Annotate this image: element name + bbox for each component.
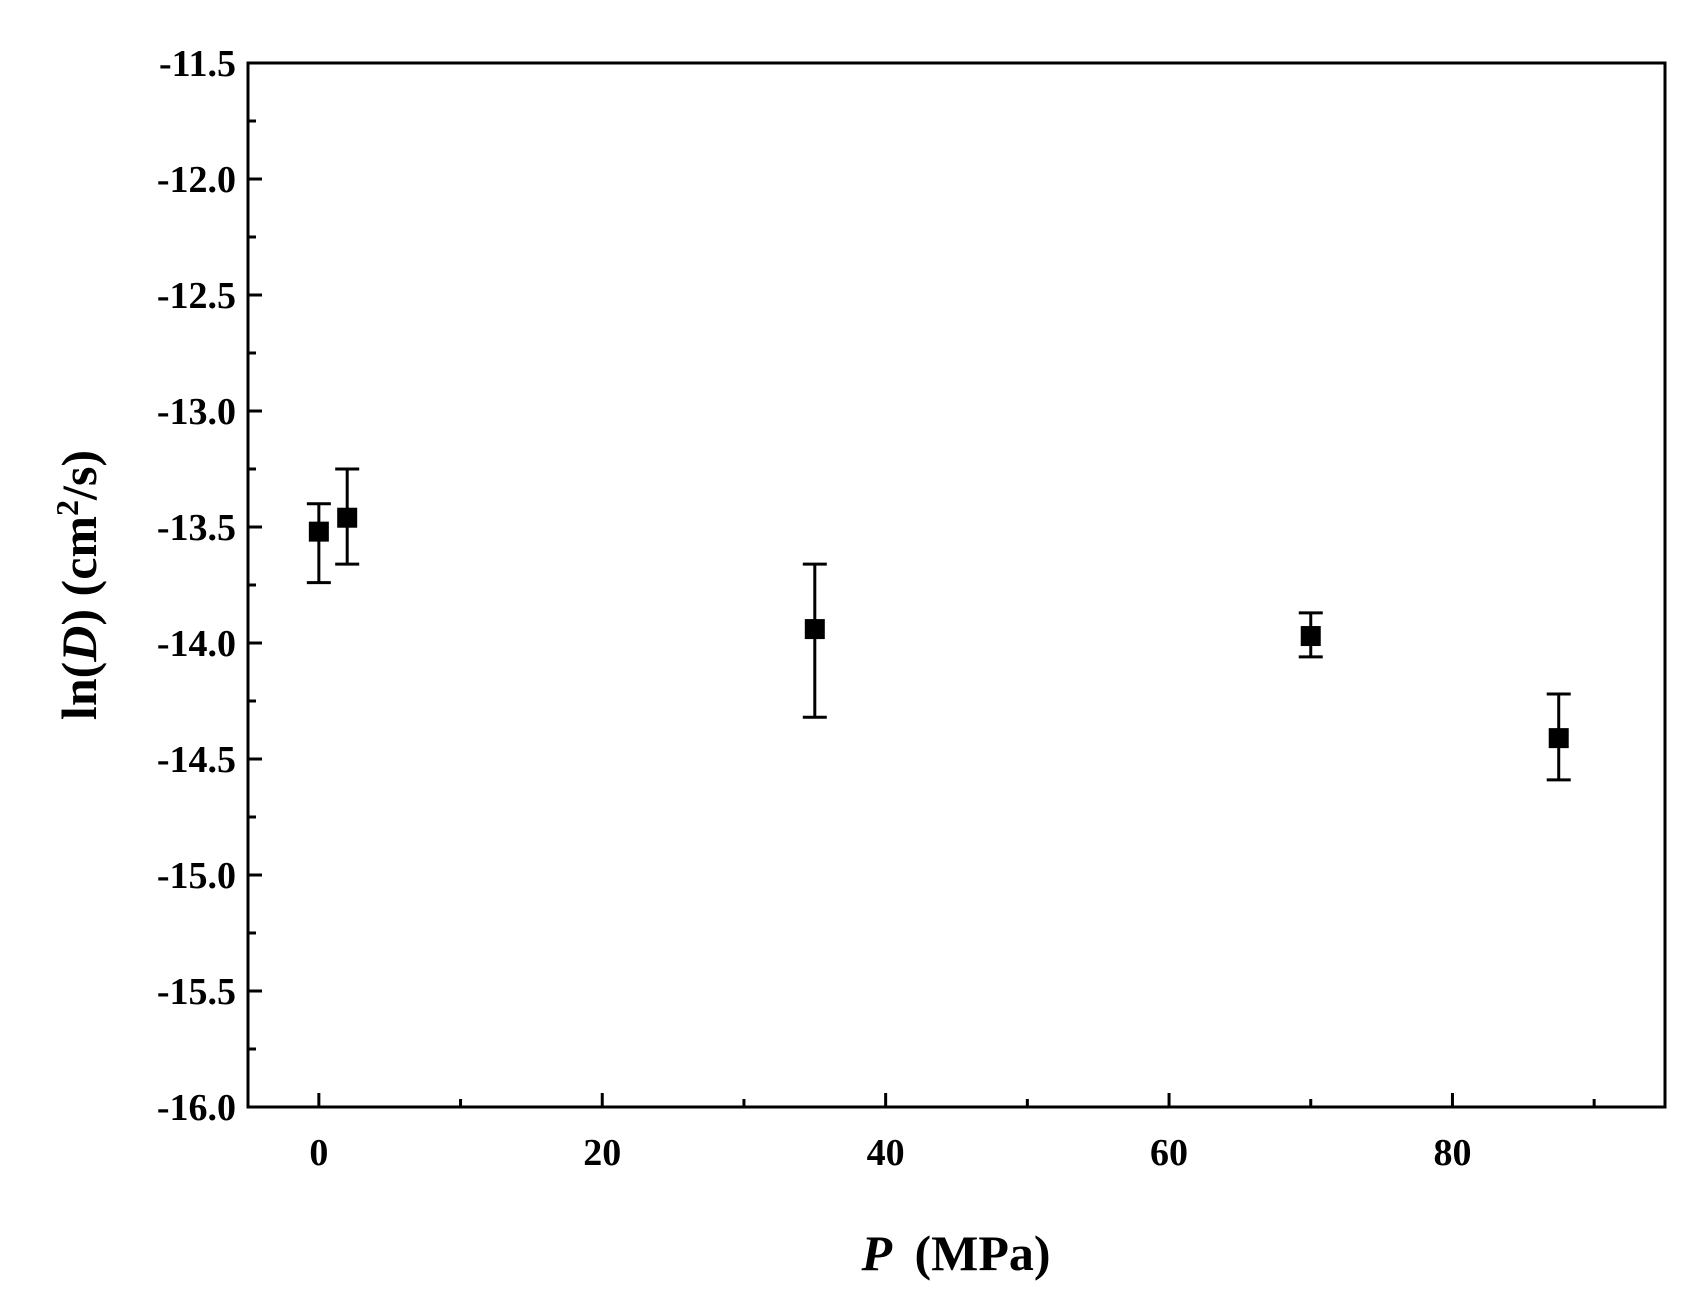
square-marker bbox=[804, 619, 825, 640]
y-tick-label: -11.5 bbox=[159, 43, 236, 85]
y-axis-prefix: ln( bbox=[51, 662, 107, 720]
y-tick-label: -15.0 bbox=[157, 855, 236, 897]
y-axis-symbol: D bbox=[51, 626, 107, 663]
x-axis-symbol: P bbox=[860, 1225, 892, 1281]
data-point bbox=[335, 467, 360, 566]
y-tick-label: -14.0 bbox=[157, 623, 236, 665]
y-tick-label: -14.5 bbox=[157, 739, 236, 781]
y-tick-label: -16.0 bbox=[157, 1087, 236, 1129]
y-axis-superscript: 2 bbox=[49, 500, 85, 516]
y-tick-label: -13.5 bbox=[157, 507, 236, 549]
x-axis-unit: (MPa) bbox=[915, 1225, 1051, 1281]
square-marker bbox=[1300, 626, 1321, 647]
x-axis-title: P (MPa) bbox=[860, 1225, 1050, 1281]
y-tick-label: -12.5 bbox=[157, 275, 236, 317]
y-axis-unit-tail: /s) bbox=[51, 450, 107, 501]
x-axis-ticks: 0 20 40 60 80 bbox=[309, 1093, 1596, 1174]
data-points bbox=[306, 467, 1571, 782]
y-axis-ticks: -16.0 -15.5 -15.0 -14.5 -14.0 -13.5 -13.0 -12.5… bbox=[157, 43, 262, 1129]
x-tick-label: 40 bbox=[867, 1132, 905, 1174]
square-marker bbox=[337, 507, 358, 528]
square-marker bbox=[1548, 728, 1569, 749]
x-tick-label: 0 bbox=[309, 1132, 328, 1174]
square-marker bbox=[308, 521, 329, 542]
data-point bbox=[306, 502, 331, 585]
y-tick-label: -13.0 bbox=[157, 391, 236, 433]
plot-frame bbox=[246, 61, 1667, 1109]
y-axis-title: ln(D) (cm2/s) bbox=[49, 450, 107, 720]
y-tick-label: -15.5 bbox=[157, 971, 236, 1013]
y-axis-suffix: ) (cm bbox=[51, 516, 107, 626]
x-tick-label: 80 bbox=[1433, 1132, 1471, 1174]
x-tick-label: 60 bbox=[1150, 1132, 1188, 1174]
y-tick-label: -12.0 bbox=[157, 159, 236, 201]
data-point bbox=[1298, 611, 1323, 659]
data-point bbox=[1546, 692, 1571, 782]
x-tick-label: 20 bbox=[583, 1132, 621, 1174]
data-point bbox=[802, 562, 827, 719]
